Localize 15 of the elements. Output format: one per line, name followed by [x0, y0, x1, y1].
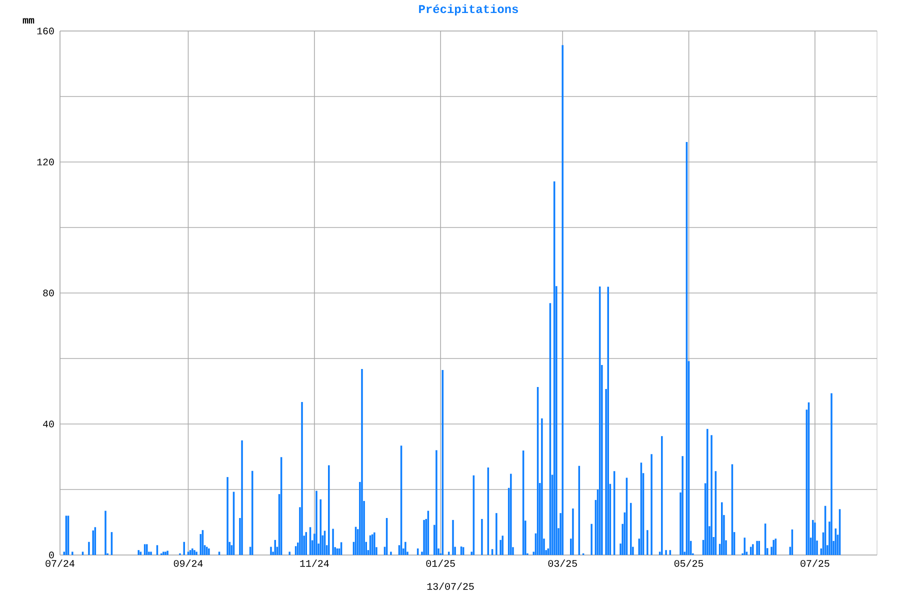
x-tick-label: 07/24 — [46, 560, 74, 567]
y-tick-label: 160 — [37, 28, 54, 34]
x-tick-label: 11/24 — [300, 560, 329, 567]
y-tick-label: 40 — [43, 420, 54, 428]
x-tick-label: 05/25 — [674, 560, 704, 567]
chart-title: Précipitations — [419, 4, 518, 16]
y-tick-label: 0 — [49, 552, 54, 558]
x-tick-label: 03/25 — [548, 560, 577, 567]
y-tick-label: 120 — [37, 158, 54, 166]
x-tick-label: 09/24 — [174, 560, 203, 567]
y-tick-label: 80 — [43, 290, 54, 296]
x-tick-label: 01/25 — [426, 560, 455, 567]
text: 13/07/25 — [427, 582, 474, 590]
y-axis-title: mm — [22, 18, 34, 24]
x-tick-label: 07/25 — [800, 560, 830, 567]
